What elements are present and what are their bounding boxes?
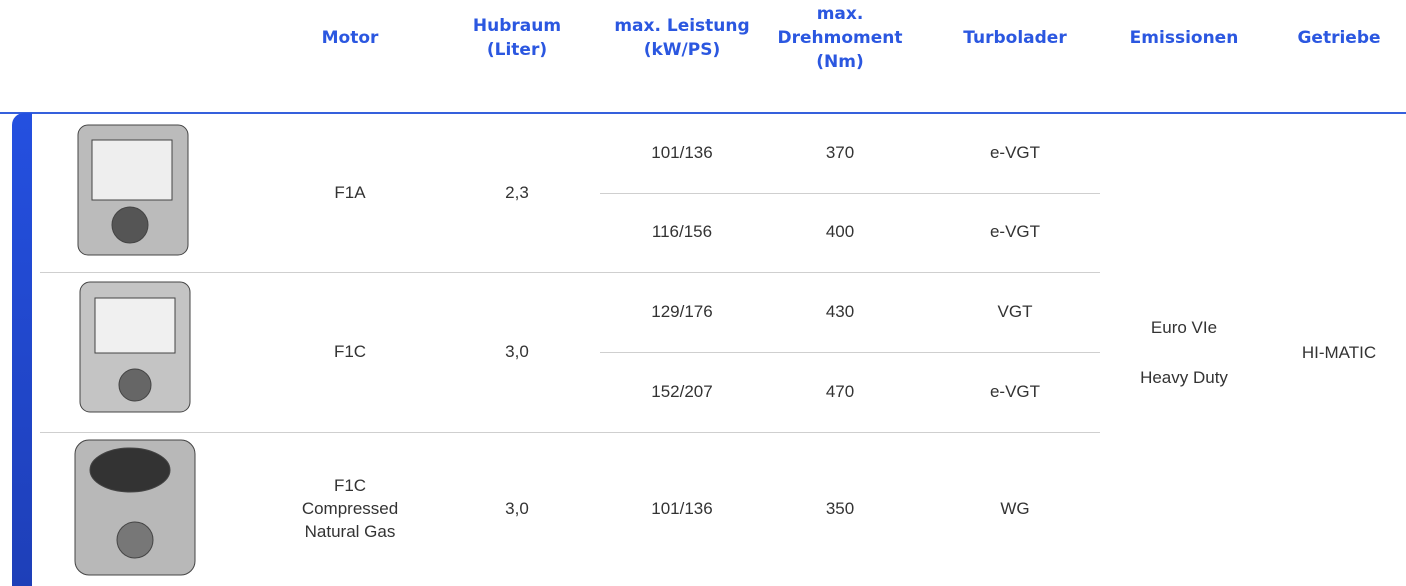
turbocharger: e-VGT — [989, 382, 1041, 401]
motor-name: F1C — [333, 342, 367, 361]
displacement: 3,0 — [505, 342, 529, 361]
torque: 350 — [825, 499, 855, 518]
column-header: Turbolader — [963, 28, 1067, 48]
column-header: Getriebe — [1297, 28, 1381, 48]
torque: 430 — [825, 302, 855, 321]
motor-name: Natural Gas — [304, 522, 396, 541]
emissions: Euro VIe — [1150, 318, 1218, 337]
column-header: Motor — [321, 28, 379, 48]
engine-image — [74, 124, 196, 576]
transmission: HI-MATIC — [1301, 343, 1377, 362]
column-header: max. Leistung — [614, 16, 750, 36]
power: 116/156 — [651, 222, 713, 242]
power: 129/176 — [651, 302, 713, 321]
sub-row-divider — [600, 352, 1100, 353]
power: 101/136 — [651, 499, 713, 518]
emissions: Heavy Duty — [1140, 368, 1228, 387]
turbocharger: VGT — [997, 302, 1033, 321]
motor-name: F1A — [334, 182, 366, 202]
power: 101/136 — [651, 142, 713, 162]
column-header: Emissionen — [1129, 28, 1239, 48]
column-header: (Nm) — [816, 52, 864, 72]
turbocharger: e-VGT — [989, 142, 1041, 162]
torque: 370 — [825, 142, 855, 162]
header-rule — [0, 112, 1406, 114]
row-divider — [40, 432, 1100, 433]
displacement: 2,3 — [505, 182, 529, 202]
column-header: Drehmoment — [777, 28, 903, 48]
sub-row-divider — [600, 193, 1100, 194]
displacement: 3,0 — [505, 499, 529, 518]
column-header: (kW/PS) — [643, 40, 721, 60]
power: 152/207 — [651, 382, 713, 401]
row-divider — [40, 272, 1100, 273]
turbocharger: e-VGT — [989, 222, 1041, 242]
torque: 470 — [825, 382, 855, 401]
turbocharger: WG — [1000, 499, 1030, 518]
torque: 400 — [825, 222, 855, 242]
column-header: (Liter) — [486, 40, 548, 60]
side-bar — [12, 113, 32, 586]
motor-name: Compressed — [301, 499, 399, 518]
column-header: max. — [816, 4, 864, 24]
motor-name: F1C — [333, 476, 367, 495]
column-header: Hubraum — [472, 16, 562, 36]
